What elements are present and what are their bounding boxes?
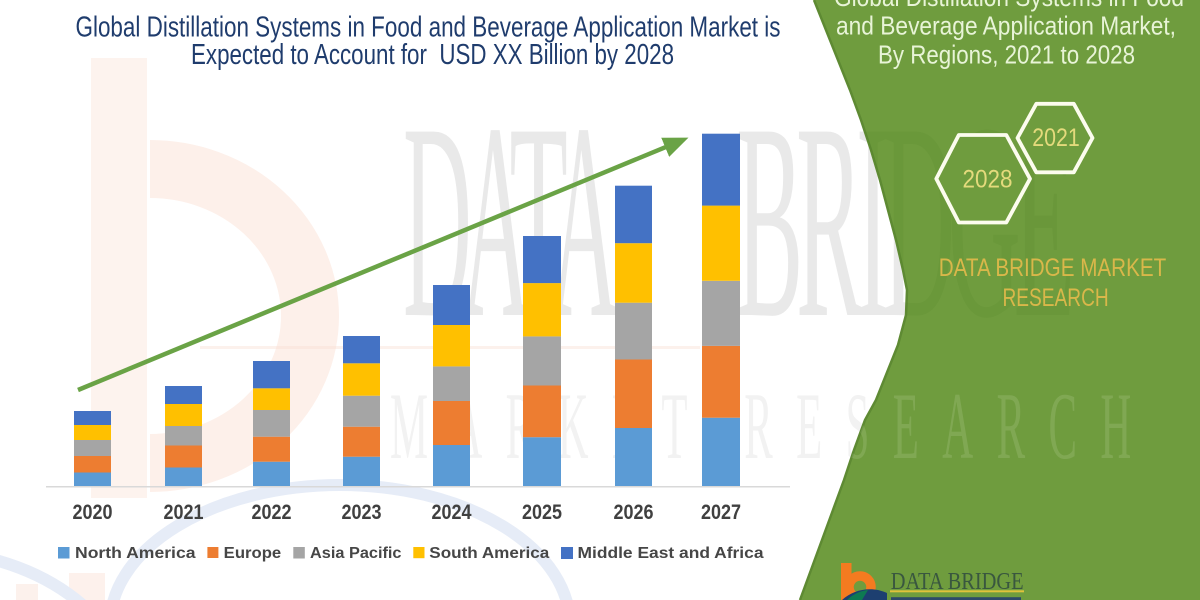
svg-text:Expected to Account for USD X: Expected to Account for USD XX Billion b… [191,39,674,71]
svg-text:2028: 2028 [963,166,1013,194]
svg-text:Asia Pacific: Asia Pacific [310,545,402,562]
svg-text:2020: 2020 [73,501,113,524]
svg-text:2022: 2022 [252,501,292,524]
svg-text:2026: 2026 [614,501,654,524]
svg-text:Middle East and Africa: Middle East and Africa [578,545,764,562]
svg-text:2021: 2021 [164,501,204,524]
svg-text:2025: 2025 [522,501,562,524]
svg-text:2027: 2027 [701,501,741,524]
svg-text:2023: 2023 [342,501,382,524]
svg-text:2024: 2024 [432,501,472,524]
svg-text:Global Distillation Systems in: Global Distillation Systems in Food and … [76,12,781,44]
svg-text:2021: 2021 [1032,124,1080,152]
svg-text:RESEARCH: RESEARCH [1002,284,1108,312]
svg-text:North America: North America [75,545,196,562]
svg-text:South America: South America [429,545,549,562]
svg-text:DATA BRIDGE MARKET: DATA BRIDGE MARKET [939,254,1167,282]
svg-text:Europe: Europe [224,545,282,562]
svg-text:and Beverage Application Marke: and Beverage Application Market, [836,11,1176,41]
svg-text:Global Distillation Systems in: Global Distillation Systems in Food [834,0,1184,12]
svg-text:By Regions, 2021 to 2028: By Regions, 2021 to 2028 [878,40,1135,70]
